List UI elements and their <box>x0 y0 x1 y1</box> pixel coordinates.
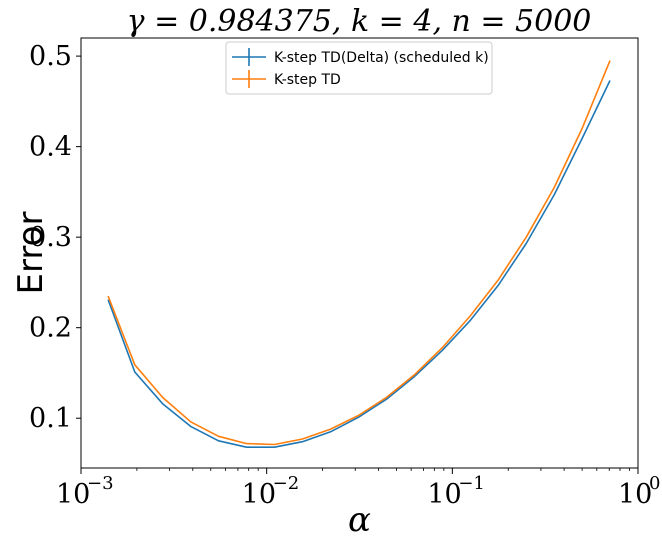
y-tick-label: 0.2 <box>29 313 72 344</box>
legend: K-step TD(Delta) (scheduled k) K-step TD <box>225 41 493 95</box>
legend-box <box>225 41 493 95</box>
x-tick-exponent: −3 <box>87 473 114 494</box>
x-axis-label: α <box>348 500 371 540</box>
y-tick-label: 0.1 <box>29 403 72 434</box>
y-axis-label: Error <box>11 212 51 295</box>
legend-entry-label: K-step TD(Delta) (scheduled k) <box>274 50 489 66</box>
ticks-layer: 0.10.20.30.40.510−3 10−2 10−1 100 <box>29 41 660 510</box>
x-tick-exponent: −1 <box>458 473 485 494</box>
series-line-1 <box>107 80 611 449</box>
series-layer <box>107 60 611 449</box>
chart-title: γ = 0.984375, k = 4, n = 5000 <box>127 4 592 39</box>
x-tick-exponent: −2 <box>273 473 300 494</box>
plot-frame <box>80 37 639 469</box>
y-tick-label: 0.3 <box>29 222 72 253</box>
x-tick-label: 10 <box>242 479 276 510</box>
legend-entry-label: K-step TD <box>274 72 341 88</box>
series-line-2 <box>107 60 611 446</box>
x-tick-label: 10 <box>618 479 652 510</box>
x-tick-exponent: 0 <box>649 473 660 494</box>
y-tick-label: 0.4 <box>29 132 72 163</box>
x-tick-label: 10 <box>427 479 461 510</box>
y-tick-label: 0.5 <box>29 41 72 72</box>
x-tick-label: 10 <box>56 479 90 510</box>
